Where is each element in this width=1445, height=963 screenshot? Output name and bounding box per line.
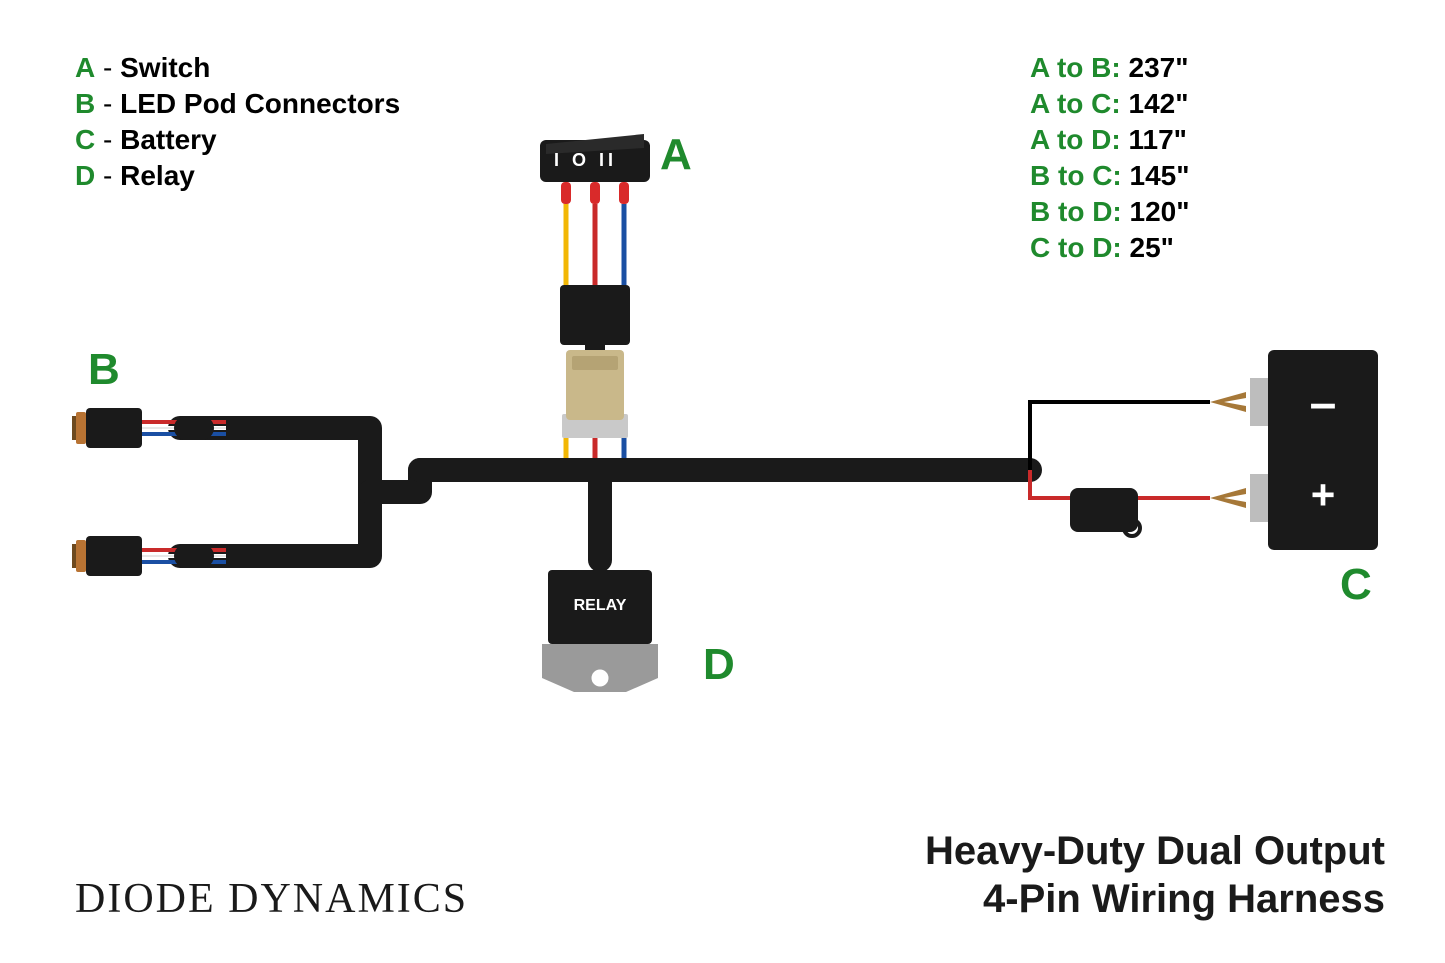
- distance-row: A to D: 117": [1030, 122, 1190, 158]
- relay-label: RELAY: [548, 597, 652, 615]
- distance-row: A to B: 237": [1030, 50, 1190, 86]
- title-line1: Heavy-Duty Dual Output: [925, 827, 1385, 875]
- diagram-title: Heavy-Duty Dual Output 4-Pin Wiring Harn…: [925, 827, 1385, 923]
- legend-item: C - Battery: [75, 122, 400, 158]
- distance-row: C to D: 25": [1030, 230, 1190, 266]
- distance-row: A to C: 142": [1030, 86, 1190, 122]
- battery-plus: +: [1268, 474, 1378, 516]
- brand-logo: DIODE DYNAMICS: [75, 875, 468, 923]
- distance-row: B to C: 145": [1030, 158, 1190, 194]
- switch-label: I O II: [554, 150, 617, 171]
- legend: A - SwitchB - LED Pod ConnectorsC - Batt…: [75, 50, 400, 194]
- battery-minus: –: [1268, 380, 1378, 428]
- marker-c: C: [1340, 560, 1372, 610]
- legend-item: B - LED Pod Connectors: [75, 86, 400, 122]
- marker-a: A: [660, 130, 692, 180]
- distance-row: B to D: 120": [1030, 194, 1190, 230]
- marker-b: B: [88, 345, 120, 395]
- legend-item: D - Relay: [75, 158, 400, 194]
- marker-d: D: [703, 640, 735, 690]
- legend-item: A - Switch: [75, 50, 400, 86]
- title-line2: 4-Pin Wiring Harness: [925, 875, 1385, 923]
- distance-table: A to B: 237"A to C: 142"A to D: 117"B to…: [1030, 50, 1190, 266]
